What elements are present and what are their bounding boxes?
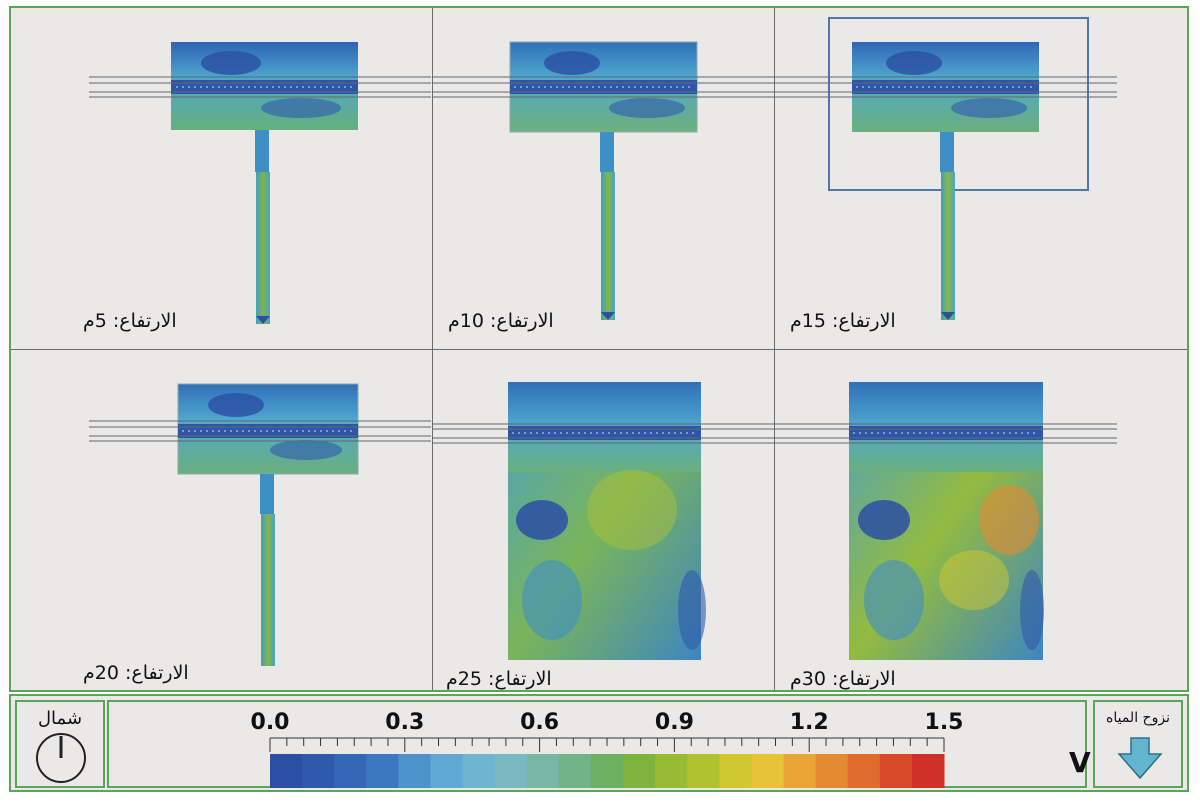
colorbar-segment [302, 754, 335, 788]
flow-label: نزوح المياه [1106, 710, 1170, 726]
legend-strip: شمال 0.00.30.60.91.21.5 VR[-] نزوح الميا… [9, 694, 1189, 792]
colorbar-segment [590, 754, 624, 788]
flow-indicator: نزوح المياه [1093, 700, 1183, 788]
colorbar-segment [270, 754, 303, 788]
colorbar-tick-label: 1.5 [924, 710, 964, 735]
highlight-box [828, 17, 1089, 191]
grid-divider-h [11, 349, 1187, 350]
panel-label: الارتفاع: 25م [446, 668, 552, 690]
panel-height-25m: الارتفاع: 25م [432, 350, 774, 692]
colorbar-segment [815, 754, 849, 788]
panel-height-10m: الارتفاع: 10م [432, 8, 774, 349]
arrow-down-icon [1117, 737, 1163, 780]
north-label: شمال [37, 708, 83, 729]
compass-icon [36, 733, 86, 783]
colorbar-segment [783, 754, 817, 788]
colorbar-tick-label: 1.2 [789, 710, 829, 735]
panel-height-30m: الارتفاع: 30م [774, 350, 1189, 692]
panel-height-15m: الارتفاع: 15م [774, 8, 1189, 349]
colorbar-segment [847, 754, 881, 788]
colorbar-segment [558, 754, 592, 788]
colorbar-segment [687, 754, 720, 788]
colorbar-segment [655, 754, 688, 788]
colorbar-tick-label: 0.9 [654, 710, 694, 735]
north-indicator: شمال [15, 700, 105, 788]
panel-height-5m: الارتفاع: 5م [11, 8, 432, 349]
simulation-grid: الارتفاع: 5م الارتفا [9, 6, 1189, 692]
colorbar-segment [526, 754, 560, 788]
colorbar-tick-label: 0.3 [385, 710, 425, 735]
colorbar-tick-label: 0.0 [250, 710, 290, 735]
colorbar-segment [334, 754, 367, 788]
colorbar-segment [430, 754, 464, 788]
panel-height-20m: الارتفاع: 20م [11, 350, 432, 692]
colorbar-segment [494, 754, 528, 788]
colorbar-segment [879, 754, 913, 788]
colorbar-segment [719, 754, 752, 788]
panel-label: الارتفاع: 10م [448, 310, 554, 332]
panel-label: الارتفاع: 5م [83, 310, 177, 332]
panel-label: الارتفاع: 30م [790, 668, 896, 690]
colorbar-panel: 0.00.30.60.91.21.5 VR[-] [107, 700, 1149, 788]
colorbar-segment [911, 754, 945, 788]
colorbar-segment [751, 754, 785, 788]
panel-label: الارتفاع: 20م [83, 662, 189, 684]
colorbar-segment [398, 754, 431, 788]
colorbar-segment [366, 754, 399, 788]
colorbar-segment [462, 754, 496, 788]
panel-label: الارتفاع: 15م [790, 310, 896, 332]
colorbar-tick-label: 0.6 [520, 710, 560, 735]
colorbar-segment [623, 754, 656, 788]
